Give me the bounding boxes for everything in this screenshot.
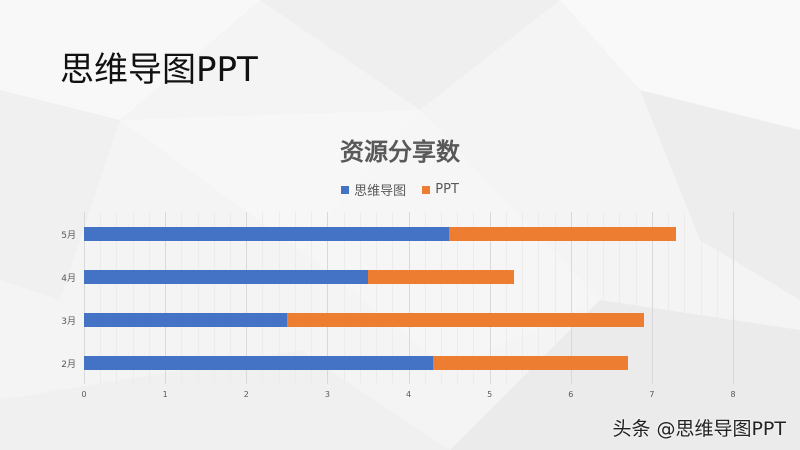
bar-segment-series2 [286,312,644,327]
gridline-major [570,212,572,384]
gridline-minor [343,212,345,384]
x-tick-label: 0 [81,390,87,399]
gridline-minor [132,212,134,384]
legend-swatch-icon [341,185,350,194]
gridline-minor [684,212,686,384]
category-label: 4月 [61,273,76,284]
bar-segment-series2 [432,355,628,370]
gridline-major [327,212,329,384]
gridline-minor [700,212,702,384]
gridline-minor [505,212,507,384]
bar-segment-series1 [84,355,433,370]
gridline-minor [716,212,718,384]
bar-segment-series1 [84,226,450,241]
category-label: 2月 [61,359,76,370]
bar-segment-series1 [84,312,287,327]
gridline-minor [603,212,605,384]
bar-row [84,312,644,327]
x-tick-label: 1 [162,390,168,399]
bar-segment-series1 [84,269,368,284]
gridline-minor [473,212,475,384]
x-tick-label: 2 [243,390,249,399]
gridline-minor [554,212,556,384]
gridline-minor [116,212,118,384]
gridline-minor [100,212,102,384]
watermark: 头条 @思维导图PPT [612,418,786,440]
category-label: 5月 [61,230,76,241]
gridline-minor [424,212,426,384]
gridline-major [733,212,734,384]
chart-title: 资源分享数 [340,138,460,166]
legend-item-series1: 思维导图 [341,180,406,199]
gridline-major [165,212,167,384]
gridline-major [489,212,491,384]
gridline-minor [197,212,199,384]
gridline-minor [586,212,588,384]
legend-label: 思维导图 [354,184,407,199]
gridline-major [246,212,248,384]
bar-row [84,355,628,370]
gridline-minor [181,212,183,384]
x-tick-label: 3 [324,390,330,399]
bar-segment-series2 [449,226,677,241]
bar-row [84,269,514,284]
legend-swatch-icon [422,185,431,194]
gridline-minor [440,212,442,384]
gridline-minor [311,212,313,384]
gridline-minor [668,212,670,384]
gridline-minor [376,212,378,384]
gridline-minor [262,212,264,384]
legend-label: PPT [435,182,459,197]
gridline-minor [213,212,215,384]
gridline-minor [230,212,232,384]
gridline-minor [278,212,280,384]
gridline-minor [359,212,361,384]
gridline-minor [148,212,150,384]
bar-row [84,226,677,241]
gridline-major [84,212,85,384]
gridline-minor [538,212,540,384]
gridline-major [408,212,410,384]
chart-legend: 思维导图 PPT [0,180,800,199]
gridline-minor [635,212,637,384]
x-tick-label: 4 [405,390,412,399]
plot-area [84,212,734,384]
x-tick-label: 5 [487,390,493,399]
gridline-minor [392,212,394,384]
gridline-minor [522,212,524,384]
bar-segment-series2 [367,269,514,284]
x-tick-label: 8 [730,390,736,399]
gridline-major [651,212,653,384]
gridline-minor [619,212,621,384]
gridline-minor [457,212,459,384]
legend-item-series2: PPT [422,182,459,197]
category-label: 3月 [61,316,76,327]
x-tick-label: 7 [649,390,655,399]
slide-title: 思维导图PPT [60,50,258,90]
gridline-minor [294,212,296,384]
x-tick-label: 6 [568,390,574,399]
